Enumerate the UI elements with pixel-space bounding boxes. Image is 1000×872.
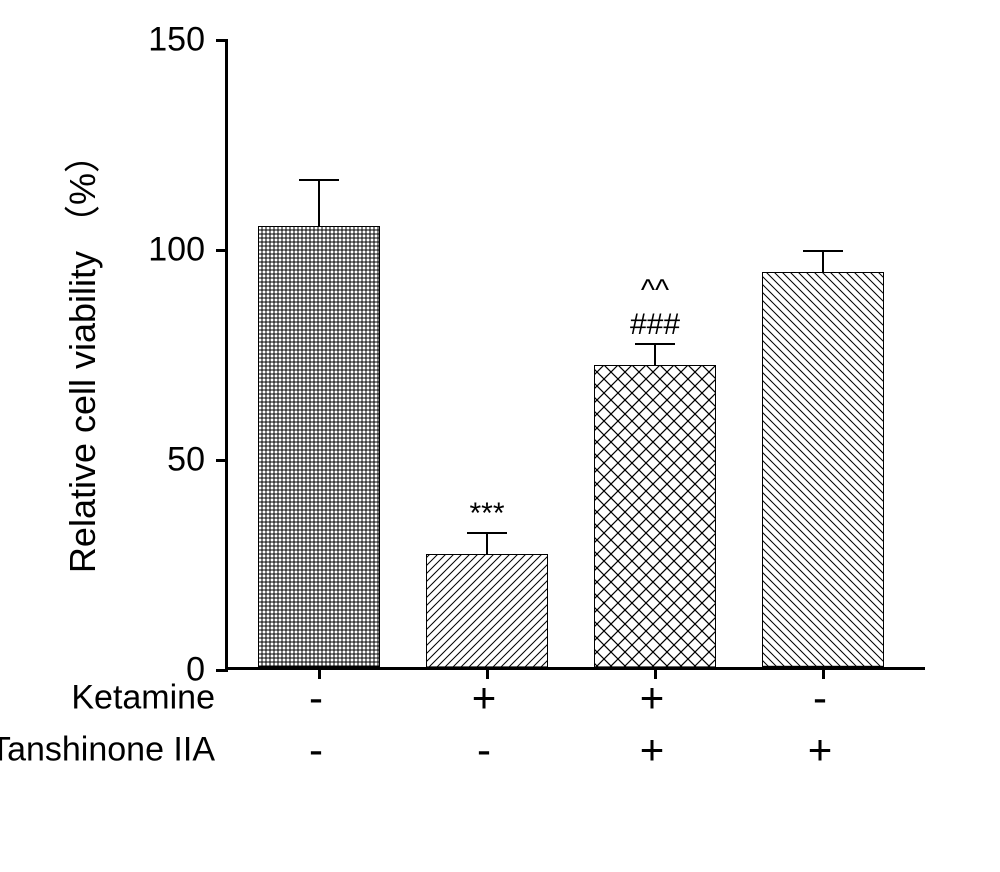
significance-label: ### (630, 308, 680, 342)
y-tick-label: 100 (148, 231, 205, 270)
x-treatment-value: - (309, 674, 323, 722)
x-treatment-value: - (309, 726, 323, 774)
x-treatment-value: + (640, 674, 665, 722)
error-cap (635, 343, 675, 345)
bar (594, 365, 716, 667)
significance-label: ^^ (641, 274, 669, 308)
x-row-label: Tanshinone IIA (0, 731, 215, 770)
error-bar (822, 251, 824, 272)
x-row-label: Ketamine (71, 679, 215, 718)
x-treatment-value: + (640, 726, 665, 774)
x-treatment-value: + (472, 674, 497, 722)
bar (762, 272, 884, 667)
error-bar (654, 344, 656, 365)
y-tick-label: 50 (167, 441, 205, 480)
y-axis-label: Relative cell viability （%） (54, 137, 106, 573)
plot-area: *** ###^^ (225, 40, 925, 670)
y-tick (216, 459, 228, 462)
chart-container: ***###^^ Relative cell viability （%） 050… (70, 40, 950, 820)
error-cap (467, 532, 507, 534)
x-treatment-value: - (813, 674, 827, 722)
x-treatment-value: - (477, 726, 491, 774)
error-cap (299, 179, 339, 181)
bar (426, 554, 548, 667)
y-tick (216, 249, 228, 252)
significance-label: *** (469, 497, 504, 531)
y-tick (216, 669, 228, 672)
error-bar (318, 180, 320, 226)
error-cap (803, 250, 843, 252)
y-tick-label: 150 (148, 21, 205, 60)
error-bar (486, 533, 488, 554)
y-tick (216, 39, 228, 42)
bar (258, 226, 380, 667)
x-treatment-value: + (808, 726, 833, 774)
